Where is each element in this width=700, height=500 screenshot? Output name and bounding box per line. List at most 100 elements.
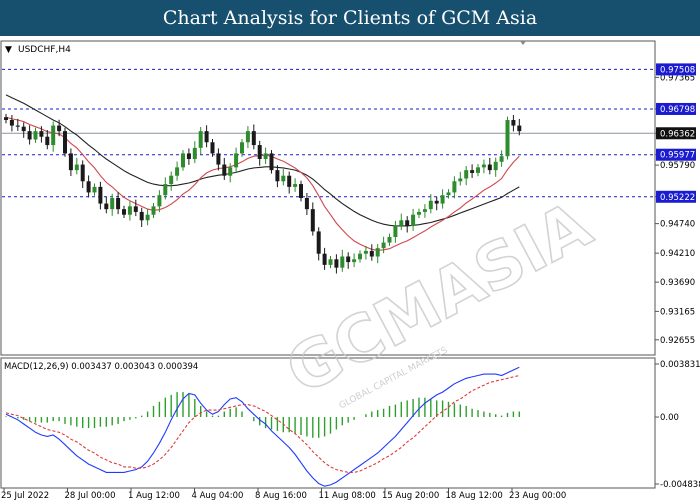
candle-body (68, 153, 73, 171)
candle-body (316, 231, 321, 254)
macd-line (5, 366, 520, 487)
macd-tick-label: -0.004838 (660, 480, 700, 490)
level-price-box (656, 102, 696, 115)
candle-body (363, 250, 368, 254)
time-tick-label: 18 Aug 12:00 (446, 491, 503, 500)
candle-body (228, 167, 233, 176)
candle-body (340, 256, 345, 268)
candle-body (92, 186, 97, 193)
candle-body (487, 164, 492, 171)
candle-body (476, 167, 480, 173)
time-tick-label: 25 Jul 2022 (1, 491, 49, 500)
candle-body (275, 170, 280, 182)
candle-body (4, 117, 8, 120)
macd-panel (0, 357, 656, 489)
macd-series (5, 366, 520, 487)
level-price-box (656, 190, 696, 203)
candle-body (245, 131, 250, 143)
candle-body (27, 131, 32, 140)
time-tick-label: 4 Aug 04:00 (192, 491, 244, 500)
price-tick-label: 0.93165 (660, 307, 695, 317)
candle-body (428, 200, 433, 210)
candle-body (133, 206, 138, 212)
candle-body (210, 142, 215, 154)
candle-body (328, 259, 333, 265)
level-price-box (656, 148, 696, 161)
candle-body (434, 200, 439, 204)
candle-body (86, 181, 91, 193)
dropdown-triangle-icon[interactable]: ▼ (5, 45, 12, 55)
time-tick-label: 11 Aug 08:00 (319, 491, 376, 500)
candle-body (145, 214, 150, 221)
candle-body (405, 220, 410, 226)
candle-body (369, 250, 374, 257)
candle-body (104, 203, 109, 210)
candle-body (269, 153, 274, 171)
candle-body (163, 184, 168, 196)
current-price-label: 0.96362 (660, 129, 695, 139)
candle-body (181, 153, 185, 168)
level-price-label: 0.95977 (660, 151, 695, 161)
candle-body (399, 220, 404, 226)
page-title: Chart Analysis for Clients of GCM Asia (0, 0, 700, 36)
level-price-label: 0.96798 (660, 105, 695, 115)
candle-body (57, 125, 62, 132)
ma-fast-line (5, 116, 520, 251)
candle-body (411, 214, 416, 226)
time-tick-label: 23 Aug 00:00 (509, 491, 566, 500)
candle-body (157, 195, 162, 207)
candle-body (216, 153, 221, 165)
candle-body (251, 131, 256, 146)
candle-body (375, 248, 380, 257)
time-tick-label: 1 Aug 12:00 (128, 491, 180, 500)
candle-body (151, 206, 156, 215)
signal-line (5, 374, 520, 473)
candle-body (287, 175, 292, 187)
candle-body (192, 147, 197, 159)
shift-marker-icon (520, 41, 526, 45)
candle-body (175, 167, 180, 176)
price-tick-label: 0.97365 (660, 73, 695, 83)
candle-body (464, 170, 469, 179)
candle-body (122, 209, 126, 215)
candle-body (352, 259, 357, 263)
candle-body (234, 153, 239, 168)
candle-body (440, 195, 445, 204)
candle-body (281, 175, 286, 182)
time-tick-label: 15 Aug 20:00 (382, 491, 439, 500)
candle-body (387, 237, 392, 243)
current-price-box (656, 127, 696, 140)
candle-body (293, 184, 298, 187)
candle-body (51, 125, 56, 146)
candle-body (110, 198, 115, 210)
candle-body (204, 131, 209, 143)
price-tick-label: 0.94210 (660, 249, 695, 259)
time-axis: 25 Jul 2022 28 Jul 00:00 1 Aug 12:00 4 Aug … (1, 488, 566, 500)
price-tick-label: 0.93690 (660, 278, 695, 288)
candle-body (299, 184, 303, 198)
candle-body (517, 125, 522, 132)
candle-body (98, 186, 103, 204)
candle-body (499, 156, 504, 162)
time-tick-label: 8 Aug 16:00 (255, 491, 307, 500)
candle-body (139, 211, 144, 221)
candle-body (446, 192, 451, 196)
candle-body (458, 178, 463, 182)
candle-body (470, 170, 475, 173)
candle-body (257, 145, 262, 159)
macd-label: MACD(12,26,9) 0.003437 0.003043 0.000394 (4, 362, 198, 372)
candle-body (322, 253, 327, 265)
candle-body (21, 126, 26, 132)
candle-body (422, 209, 427, 212)
candle-body (358, 253, 362, 260)
moving-averages (5, 94, 520, 251)
candle-body (493, 161, 498, 171)
candle-body (74, 164, 79, 171)
candle-body (417, 211, 421, 215)
candle-body (39, 131, 44, 137)
candlesticks (4, 113, 522, 274)
level-price-label: 0.97508 (660, 65, 695, 75)
price-panel (0, 40, 656, 356)
